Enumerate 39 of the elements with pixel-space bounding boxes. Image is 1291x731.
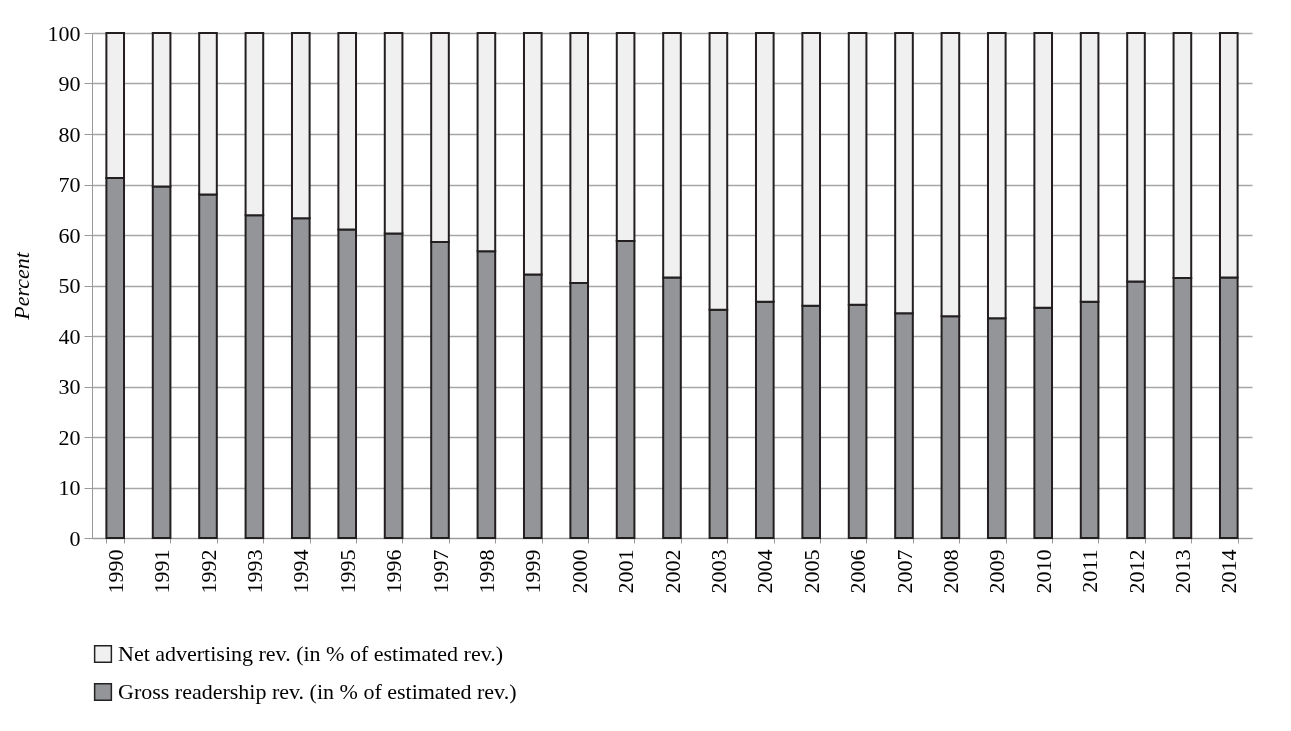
x-tick-label: 1996	[381, 549, 407, 594]
x-tick-label: 2008	[937, 549, 963, 594]
y-tick-label: 100	[47, 20, 81, 46]
x-tick-label: 2000	[566, 549, 592, 594]
x-tick-label: 2006	[845, 549, 871, 594]
x-tick-label: 2010	[1030, 549, 1056, 594]
y-tick-label: 40	[58, 323, 81, 349]
y-tick-label: 10	[58, 475, 81, 500]
x-tick-label: 2004	[752, 549, 778, 594]
x-tick-label: 1998	[473, 549, 499, 594]
x-tick-label: 1994	[288, 549, 314, 594]
x-tick-label: 2002	[659, 549, 685, 594]
x-tick-label: 2003	[705, 549, 731, 594]
legend-label: Net advertising rev. (in % of estimated rev.)	[118, 641, 504, 666]
y-tick-label: 80	[58, 121, 81, 147]
y-tick-label: 90	[58, 71, 81, 96]
x-tick-label: 2013	[1169, 549, 1195, 594]
x-tick-label: 1991	[149, 549, 175, 594]
x-tick-label: 2014	[1216, 549, 1242, 594]
x-tick-label: 1997	[427, 549, 453, 594]
x-tick-label: 2001	[613, 549, 639, 594]
y-tick-label: 0	[69, 525, 81, 551]
x-tick-label: 2005	[798, 549, 824, 594]
x-tick-label: 1993	[241, 549, 267, 594]
x-tick-label: 2012	[1123, 549, 1149, 594]
y-tick-label: 50	[58, 273, 81, 298]
x-tick-label: 1992	[195, 549, 221, 594]
y-tick-label: 20	[58, 424, 81, 450]
x-tick-label: 2011	[1077, 549, 1103, 593]
x-tick-label: 2009	[984, 549, 1010, 594]
x-tick-label: 1999	[520, 549, 546, 594]
legend-label: Gross readership rev. (in % of estimated rev.)	[118, 679, 517, 704]
x-tick-label: 1990	[102, 549, 128, 594]
x-tick-label: 2007	[891, 549, 917, 594]
y-tick-label: 70	[58, 172, 81, 197]
y-tick-label: 60	[58, 222, 81, 248]
x-tick-label: 1995	[334, 549, 360, 594]
y-axis-title: Percent	[8, 251, 34, 321]
y-tick-label: 30	[58, 374, 81, 399]
